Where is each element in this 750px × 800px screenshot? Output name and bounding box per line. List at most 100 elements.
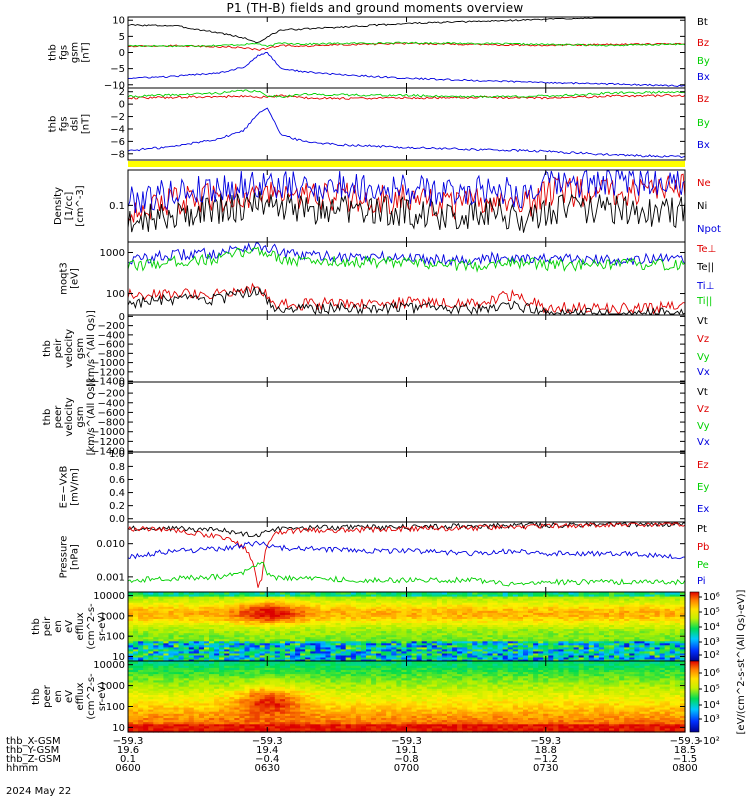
spectrogram-cell xyxy=(421,612,428,615)
spectrogram-cell xyxy=(148,677,154,681)
spectrogram-cell xyxy=(457,614,463,617)
spectrogram-cell xyxy=(639,612,646,615)
spectrogram-cell xyxy=(209,661,215,664)
spectrogram-cell xyxy=(360,598,367,601)
spectrogram-cell xyxy=(487,659,494,662)
spectrogram-cell xyxy=(578,598,585,601)
spectrogram-cell xyxy=(467,610,473,613)
spectrogram-cell xyxy=(604,644,610,648)
spectrogram-cell xyxy=(315,656,322,660)
spectrogram-cell xyxy=(588,616,595,619)
spectrogram-cell xyxy=(467,628,473,632)
spectrogram-cell xyxy=(143,640,149,644)
spectrogram-cell xyxy=(224,719,230,723)
spectrogram-cell xyxy=(325,614,332,617)
spectrogram-cell xyxy=(178,652,185,656)
spectrogram-cell xyxy=(224,661,230,664)
spectrogram-cell xyxy=(188,624,195,628)
spectrogram-cell xyxy=(183,659,190,662)
spectrogram-cell xyxy=(133,626,139,630)
spectrogram-cell xyxy=(548,659,554,662)
spectrogram-cell xyxy=(517,602,524,605)
spectrogram-cell xyxy=(198,727,205,731)
series-pressure-2 xyxy=(127,561,686,587)
spectrogram-cell xyxy=(538,592,544,595)
legend-vt: Vt xyxy=(697,387,708,398)
spectrogram-cell xyxy=(290,614,296,617)
spectrogram-cell xyxy=(558,608,565,611)
spectrogram-cell xyxy=(492,630,499,634)
spectrogram-cell xyxy=(320,648,327,652)
spectrogram-cell xyxy=(335,628,342,632)
spectrogram-cell xyxy=(436,608,443,611)
spectrogram-cell xyxy=(568,624,575,628)
spectrogram-cell xyxy=(133,632,139,636)
spectrogram-cell xyxy=(229,608,235,611)
spectrogram-cell xyxy=(204,604,210,607)
spectrogram-cell xyxy=(426,640,433,644)
spectrogram-cell xyxy=(649,640,656,644)
y-tick-label: 100 xyxy=(106,289,125,300)
spectrogram-cell xyxy=(447,606,453,609)
spectrogram-cell xyxy=(259,696,266,700)
spectrogram-cell xyxy=(517,646,524,650)
spectrogram-cell xyxy=(330,622,337,625)
spectrogram-cell xyxy=(528,592,534,595)
spectrogram-cell xyxy=(269,656,276,660)
spectrogram-cell xyxy=(563,600,570,603)
spectrogram-cell xyxy=(614,602,620,605)
spectrogram-cell xyxy=(679,652,686,656)
spectrogram-cell xyxy=(467,602,473,605)
spectrogram-cell xyxy=(219,690,225,693)
spectrogram-cell xyxy=(436,612,443,615)
spectrogram-cell xyxy=(386,600,392,603)
spectrogram-cell xyxy=(148,709,154,712)
spectrogram-cell xyxy=(183,723,190,727)
spectrogram-cell xyxy=(431,602,438,605)
spectrogram-cell xyxy=(214,618,220,621)
spectrogram-cell xyxy=(229,700,235,704)
spectrogram-cell xyxy=(183,713,190,716)
spectrogram-cell xyxy=(629,604,635,607)
spectrogram-cell xyxy=(396,638,403,642)
spectrogram-cell xyxy=(279,642,286,646)
spectrogram-cell xyxy=(133,681,139,685)
spectrogram-cell xyxy=(629,622,635,625)
spectrogram-cell xyxy=(563,652,570,656)
spectrogram-cell xyxy=(411,632,418,636)
spectrogram-cell xyxy=(204,717,210,721)
spectrogram-cell xyxy=(214,596,220,599)
spectrogram-cell xyxy=(467,630,473,634)
spectrogram-cell xyxy=(366,650,372,654)
spectrogram-cell xyxy=(492,610,499,613)
spectrogram-cell xyxy=(664,626,671,630)
spectrogram-cell xyxy=(128,624,134,628)
spectrogram-cell xyxy=(143,610,149,613)
spectrogram-cell xyxy=(249,679,256,683)
spectrogram-cell xyxy=(553,646,559,650)
spectrogram-cell xyxy=(264,640,271,644)
spectrogram-cell xyxy=(598,602,605,605)
spectrogram-cell xyxy=(634,656,641,660)
spectrogram-cell xyxy=(209,656,215,660)
spectrogram-cell xyxy=(178,719,185,723)
spectrogram-cell xyxy=(153,618,159,621)
spectrogram-cell xyxy=(244,729,251,733)
spectrogram-cell xyxy=(239,677,246,681)
spectrogram-cell xyxy=(502,610,509,613)
spectrogram-cell xyxy=(477,659,484,662)
spectrogram-cell xyxy=(391,652,397,656)
spectrogram-cell xyxy=(290,652,296,656)
spectrogram-cell xyxy=(290,640,296,644)
spectrogram-cell xyxy=(609,624,615,628)
spectrogram-cell xyxy=(431,604,438,607)
spectrogram-cell xyxy=(523,654,529,658)
spectrogram-cell xyxy=(406,622,413,625)
spectrogram-cell xyxy=(315,618,322,621)
spectrogram-cell xyxy=(193,719,200,723)
spectrogram-cell xyxy=(229,606,235,609)
spectrogram-cell xyxy=(209,630,215,634)
spectrogram-cell xyxy=(264,650,271,654)
spectrogram-cell xyxy=(624,618,630,621)
spectrogram-cell xyxy=(401,626,408,630)
